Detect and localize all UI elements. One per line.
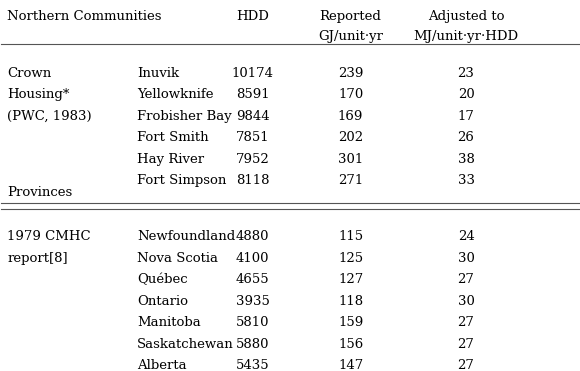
Text: HDD: HDD: [236, 10, 269, 23]
Text: Fort Smith: Fort Smith: [137, 131, 209, 144]
Text: Frobisher Bay: Frobisher Bay: [137, 110, 232, 123]
Text: 8118: 8118: [235, 174, 269, 187]
Text: 115: 115: [338, 230, 363, 243]
Text: 8591: 8591: [235, 88, 269, 101]
Text: 26: 26: [458, 131, 474, 144]
Text: 38: 38: [458, 152, 474, 165]
Text: Provinces: Provinces: [7, 186, 72, 199]
Text: 301: 301: [338, 152, 363, 165]
Text: Manitoba: Manitoba: [137, 316, 201, 329]
Text: 27: 27: [458, 273, 474, 286]
Text: 1979 CMHC: 1979 CMHC: [7, 230, 91, 243]
Text: 4655: 4655: [235, 273, 269, 286]
Text: Adjusted to: Adjusted to: [428, 10, 504, 23]
Text: 7851: 7851: [235, 131, 269, 144]
Text: 118: 118: [338, 295, 363, 308]
Text: Nova Scotia: Nova Scotia: [137, 252, 218, 265]
Text: 170: 170: [338, 88, 363, 101]
Text: Québec: Québec: [137, 273, 188, 286]
Text: 27: 27: [458, 338, 474, 351]
Text: 9844: 9844: [235, 110, 269, 123]
Text: 5810: 5810: [235, 316, 269, 329]
Text: 30: 30: [458, 252, 474, 265]
Text: Newfoundland: Newfoundland: [137, 230, 235, 243]
Text: Fort Simpson: Fort Simpson: [137, 174, 226, 187]
Text: Ontario: Ontario: [137, 295, 188, 308]
Text: 239: 239: [338, 67, 363, 80]
Text: 27: 27: [458, 316, 474, 329]
Text: Housing*: Housing*: [7, 88, 70, 101]
Text: 127: 127: [338, 273, 363, 286]
Text: 23: 23: [458, 67, 474, 80]
Text: 20: 20: [458, 88, 474, 101]
Text: 5880: 5880: [235, 338, 269, 351]
Text: 17: 17: [458, 110, 474, 123]
Text: 271: 271: [338, 174, 363, 187]
Text: Yellowknife: Yellowknife: [137, 88, 213, 101]
Text: (PWC, 1983): (PWC, 1983): [7, 110, 92, 123]
Text: report[8]: report[8]: [7, 252, 68, 265]
Text: MJ/unit·yr·HDD: MJ/unit·yr·HDD: [414, 30, 519, 43]
Text: 125: 125: [338, 252, 363, 265]
Text: GJ/unit·yr: GJ/unit·yr: [318, 30, 383, 43]
Text: 5435: 5435: [235, 359, 269, 371]
Text: 202: 202: [338, 131, 363, 144]
Text: 4100: 4100: [235, 252, 269, 265]
Text: Reported: Reported: [320, 10, 382, 23]
Text: Alberta: Alberta: [137, 359, 187, 371]
Text: 3935: 3935: [235, 295, 270, 308]
Text: 27: 27: [458, 359, 474, 371]
Text: 156: 156: [338, 338, 363, 351]
Text: 33: 33: [458, 174, 474, 187]
Text: 10174: 10174: [231, 67, 274, 80]
Text: 147: 147: [338, 359, 363, 371]
Text: 24: 24: [458, 230, 474, 243]
Text: Hay River: Hay River: [137, 152, 204, 165]
Text: Northern Communities: Northern Communities: [7, 10, 162, 23]
Text: 7952: 7952: [235, 152, 269, 165]
Text: 169: 169: [338, 110, 363, 123]
Text: Saskatchewan: Saskatchewan: [137, 338, 234, 351]
Text: 159: 159: [338, 316, 363, 329]
Text: 4880: 4880: [235, 230, 269, 243]
Text: Crown: Crown: [7, 67, 52, 80]
Text: 30: 30: [458, 295, 474, 308]
Text: Inuvik: Inuvik: [137, 67, 179, 80]
